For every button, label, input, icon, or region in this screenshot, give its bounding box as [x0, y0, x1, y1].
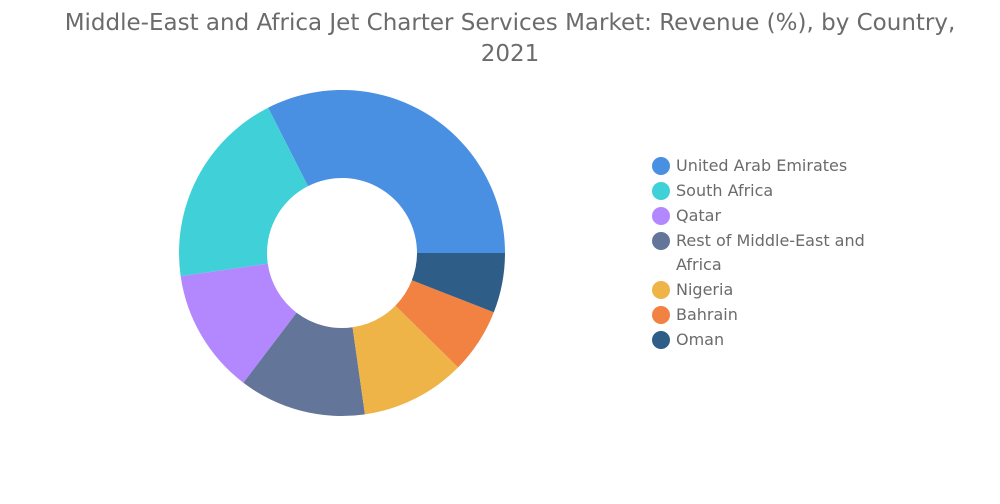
slice-qatar[interactable] [180, 263, 297, 383]
legend-label: United Arab Emirates [676, 156, 848, 175]
legend-swatch [652, 306, 670, 324]
slice-united-arab-emirates[interactable] [268, 90, 505, 254]
legend-label: Bahrain [676, 305, 738, 324]
legend-label: Nigeria [676, 280, 734, 299]
legend-label: South Africa [676, 181, 774, 200]
legend-label: Rest of Middle-East and Afri­ca [676, 231, 865, 274]
legend-item-south-africa[interactable]: South Africa [652, 179, 902, 203]
legend-swatch [652, 331, 670, 349]
chart-title: Middle-East and Africa Jet Charter Servi… [60, 8, 960, 70]
chart-title-line-2: 2021 [480, 41, 540, 67]
legend-item-united-arab-emirates[interactable]: United Arab Emirates [652, 154, 902, 178]
legend-item-bahrain[interactable]: Bahrain [652, 303, 902, 327]
slice-rest-of-middle-east-and-africa[interactable] [243, 312, 365, 416]
legend-item-qatar[interactable]: Qatar [652, 204, 902, 228]
legend-label: Oman [676, 330, 725, 349]
legend-swatch [652, 281, 670, 299]
legend-item-rest-of-middle-east-and-africa[interactable]: Rest of Middle-East and Afri­ca [652, 229, 902, 277]
slice-bahrain[interactable] [395, 280, 494, 368]
legend-item-oman[interactable]: Oman [652, 328, 902, 352]
slice-south-africa[interactable] [178, 107, 309, 277]
slice-nigeria[interactable] [352, 305, 459, 415]
legend-label: Qatar [676, 206, 722, 225]
legend-swatch [652, 232, 670, 250]
legend-swatch [652, 157, 670, 175]
legend-swatch [652, 182, 670, 200]
legend-swatch [652, 207, 670, 225]
legend-item-nigeria[interactable]: Nigeria [652, 278, 902, 302]
donut-slices [178, 90, 505, 416]
slice-oman[interactable] [411, 253, 505, 313]
chart-legend: United Arab Emirates South Africa Qatar Res… [652, 154, 902, 353]
chart-title-line-1: Middle-East and Africa Jet Charter Servi… [64, 10, 956, 36]
